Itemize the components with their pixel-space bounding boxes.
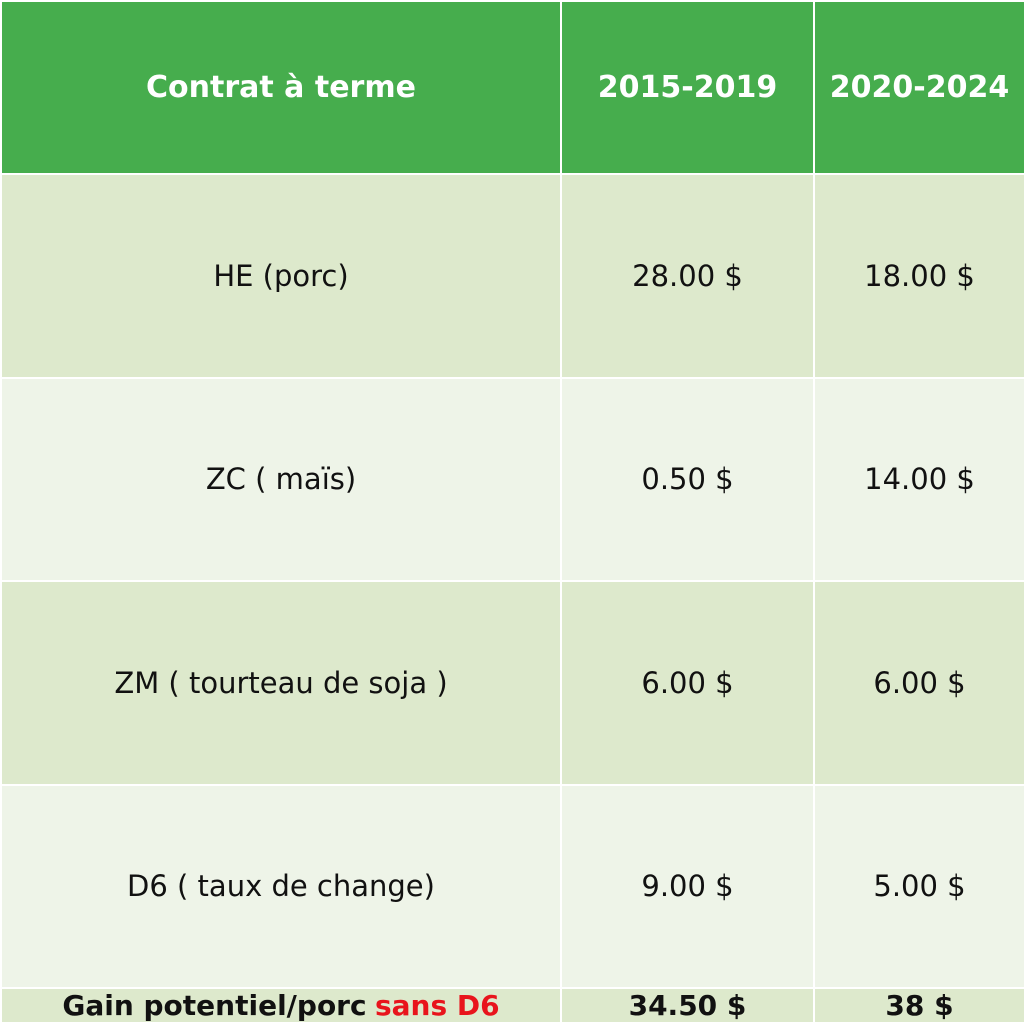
table-row: ZC ( maïs) 0.50 $14.00 $	[0, 376, 1024, 582]
row-value: 18.00 $	[813, 173, 1024, 379]
row-label: ZC ( maïs)	[0, 376, 562, 582]
row-value: 9.00 $	[560, 783, 815, 989]
table-row: HE (porc) 28.00 $18.00 $	[0, 173, 1024, 379]
footer-value: 34.50 $	[560, 987, 815, 1024]
row-label: D6 ( taux de change)	[0, 783, 562, 989]
footer-row: Gain potentiel/porc sans D6 34.50 $ 38 $	[0, 987, 1024, 1024]
row-value: 5.00 $	[813, 783, 1024, 989]
table-row: D6 ( taux de change) 9.00 $5.00 $	[0, 783, 1024, 989]
row-value: 6.00 $	[813, 580, 1024, 786]
header-cell: 2015-2019	[560, 0, 815, 175]
footer-value: 38 $	[813, 987, 1024, 1024]
header-cell: 2020-2024	[813, 0, 1024, 175]
header-cell: Contrat à terme	[0, 0, 562, 175]
row-value: 6.00 $	[560, 580, 815, 786]
header-row: Contrat à terme 2015-2019 2020-2024	[0, 0, 1024, 175]
footer-label-cell: Gain potentiel/porc sans D6	[0, 987, 562, 1024]
footer-highlight: sans D6	[374, 989, 500, 1022]
row-value: 0.50 $	[560, 376, 815, 582]
row-value: 14.00 $	[813, 376, 1024, 582]
row-label: ZM ( tourteau de soja )	[0, 580, 562, 786]
row-value: 28.00 $	[560, 173, 815, 379]
row-label: HE (porc)	[0, 173, 562, 379]
table-row: ZM ( tourteau de soja ) 6.00 $6.00 $	[0, 580, 1024, 786]
footer-label: Gain potentiel/porc	[62, 989, 367, 1022]
table-body: HE (porc) 28.00 $18.00 $ ZC ( maïs) 0.50 $1…	[0, 173, 1024, 989]
